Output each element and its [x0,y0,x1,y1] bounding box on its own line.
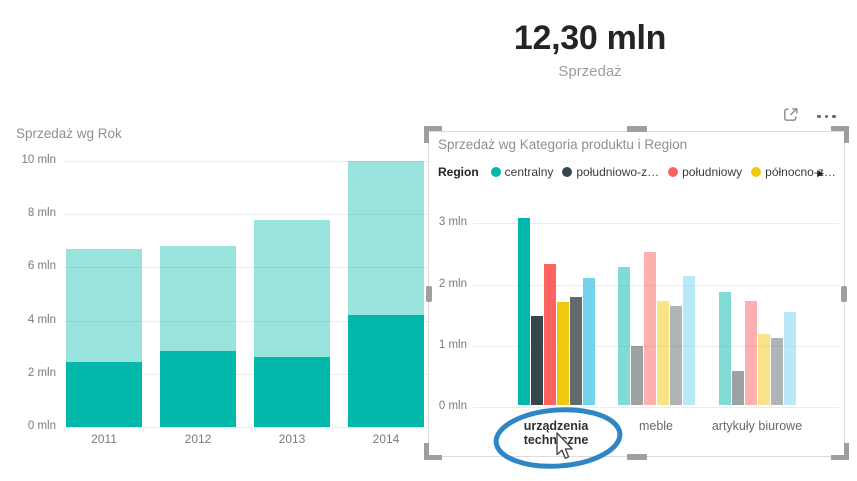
bar-cluster [618,252,695,405]
right-plot-area: 0 mln 1 mln 2 mln 3 mln urządzenia techniczn… [429,132,844,456]
legend-item[interactable]: południowo-z… [562,165,659,179]
bar-segment-dimmed[interactable] [160,246,236,352]
sales-by-year-chart[interactable]: Sprzedaż wg Rok 0 mln 2 mln 4 mln 6 mln 8 ml… [0,120,432,460]
kpi-value: 12,30 mln [513,19,667,57]
resize-handle-bottom[interactable] [626,454,647,460]
legend-color-dot [490,167,501,177]
bar[interactable] [583,278,595,405]
legend-item-label: południowy [682,165,743,179]
bar[interactable] [657,301,669,405]
bar[interactable] [784,312,796,405]
legend-item-label: południowo-z… [576,165,660,179]
gridline [64,161,432,162]
visual-header-actions [780,104,838,129]
legend-item-label: północno-z… [765,165,836,179]
resize-handle-top-right[interactable] [831,126,849,143]
gridline [64,427,432,428]
bar[interactable] [719,292,731,405]
y-axis-tick-label: 1 mln [438,338,467,351]
gridline [473,345,839,347]
legend-color-dot [562,167,573,177]
category-axis-label[interactable]: urządzenia techniczne [523,419,589,447]
kpi-card[interactable]: 12,30 mln Sprzedaż [420,20,760,80]
left-chart-title: Sprzedaż wg Rok [16,126,122,141]
bar[interactable] [531,316,543,405]
sales-by-category-region-visual[interactable]: Sprzedaż wg Kategoria produktu i Region … [424,126,849,460]
bar-segment-highlighted[interactable] [348,315,424,427]
bar[interactable] [570,297,582,405]
more-options-icon [817,114,836,119]
legend-item[interactable]: północno-z… [751,165,836,179]
x-axis-category-label: 2013 [278,432,306,446]
resize-handle-left[interactable] [426,286,432,302]
bar[interactable] [618,267,630,405]
kpi-label: Sprzedaż [558,63,622,80]
bar[interactable] [631,346,643,405]
bar-segment-highlighted[interactable] [160,351,236,427]
y-axis-tick-label: 10 mln [21,154,56,166]
resize-handle-top[interactable] [626,126,647,132]
bar[interactable] [745,301,757,405]
bar-stack[interactable] [160,246,236,427]
y-axis-tick-label: 6 mln [27,260,56,273]
resize-handle-bottom-left[interactable] [424,443,442,460]
bar[interactable] [758,334,770,405]
bar-cluster [518,218,595,405]
legend-item[interactable]: południowy [668,165,742,179]
more-options-button[interactable] [815,113,838,121]
category-axis-label[interactable]: meble [638,419,674,433]
legend-title: Region [438,165,479,179]
gridline [473,284,839,286]
x-axis-category-label: 2012 [184,432,212,446]
bar[interactable] [732,371,744,405]
bar[interactable] [771,338,783,405]
y-axis-tick-label: 3 mln [438,216,467,229]
resize-handle-top-left[interactable] [424,126,442,143]
right-chart-title: Sprzedaż wg Kategoria produktu i Region [438,137,688,152]
bar[interactable] [557,302,569,405]
legend-item-label: centralny [504,165,554,179]
bar[interactable] [544,264,556,405]
bar[interactable] [683,276,695,405]
bar-stack[interactable] [66,248,142,427]
y-axis-tick-label: 2 mln [27,366,56,379]
resize-handle-right[interactable] [841,286,847,302]
resize-handle-bottom-right[interactable] [831,443,849,460]
legend-color-dot [668,167,679,177]
bar-segment-dimmed[interactable] [348,161,424,316]
y-axis-tick-label: 0 mln [438,400,467,412]
legend-item[interactable]: centralny [490,165,554,179]
category-axis-label[interactable]: artykuły biurowe [711,419,803,433]
y-axis-tick-label: 8 mln [27,207,56,220]
bar[interactable] [644,252,656,405]
bar[interactable] [670,306,682,405]
gridline [473,223,839,225]
bar-segment-highlighted[interactable] [66,361,142,427]
bar-segment-highlighted[interactable] [254,356,330,427]
y-axis-tick-label: 4 mln [27,313,56,326]
bar[interactable] [518,218,530,405]
focus-mode-button[interactable] [780,104,802,129]
gridline [64,320,432,322]
focus-mode-icon [782,106,800,127]
bar-stack[interactable] [254,219,330,427]
bar-stack[interactable] [348,161,424,427]
legend: Region centralny południowo-z… południowy p… [438,165,836,179]
bar-segment-dimmed[interactable] [66,248,142,362]
y-axis-tick-label: 2 mln [438,277,467,290]
legend-color-dot [751,167,762,177]
bar-segment-dimmed[interactable] [254,219,330,357]
x-axis-category-label: 2011 [91,432,117,446]
gridline [473,407,839,408]
y-axis-tick-label: 0 mln [27,420,56,432]
gridline [64,214,432,216]
x-axis-category-label: 2014 [372,432,400,446]
gridline [64,267,432,269]
legend-scroll-arrow[interactable]: ▶ [817,168,824,178]
gridline [64,373,432,375]
bar-cluster [719,292,796,405]
